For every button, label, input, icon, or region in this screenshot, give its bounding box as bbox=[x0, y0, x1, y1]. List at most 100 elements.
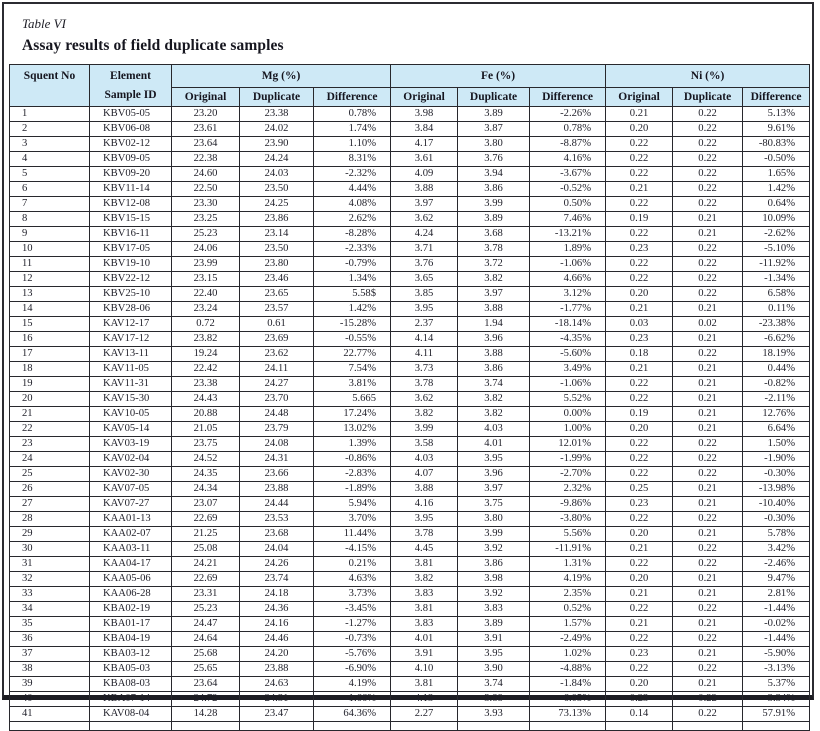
fe-duplicate-cell: 3.88 bbox=[457, 346, 531, 362]
mg-original-cell: 25.08 bbox=[171, 541, 240, 557]
fe-duplicate-cell: 4.01 bbox=[457, 436, 531, 452]
table-row: 34 KBA02-19 25.23 24.36 -3.45% 3.81 3.83 0.52% 0… bbox=[9, 601, 811, 617]
table-row: 14 KBV28-06 23.24 23.57 1.42% 3.95 3.88 -1.77% 0… bbox=[9, 301, 811, 317]
fe-original-cell: 4.10 bbox=[390, 661, 459, 677]
fe-difference-cell: 7.46% bbox=[529, 211, 607, 227]
ni-original-cell: 0.22 bbox=[605, 391, 674, 407]
mg-difference-cell: -1.66% bbox=[312, 691, 392, 707]
mg-original-cell: 23.24 bbox=[171, 301, 240, 317]
mg-difference-cell: 11.44% bbox=[312, 526, 392, 542]
sample-id-cell: KAA06-28 bbox=[89, 586, 172, 602]
table-title: Assay results of field duplicate samples bbox=[22, 37, 284, 54]
squent-no-cell: 2 bbox=[9, 121, 90, 137]
ni-duplicate-cell: 0.21 bbox=[672, 421, 744, 437]
mg-original-cell: 23.30 bbox=[171, 196, 240, 212]
mg-duplicate-cell: 0.61 bbox=[239, 316, 314, 332]
fe-duplicate-cell: 3.99 bbox=[457, 526, 531, 542]
table-row: 9 KBV16-11 25.23 23.14 -8.28% 4.24 3.68 -13.21%… bbox=[9, 226, 811, 242]
mg-difference-cell: 64.36% bbox=[312, 706, 392, 722]
ni-duplicate-cell: 0.22 bbox=[672, 691, 744, 707]
ni-duplicate-cell: 0.22 bbox=[672, 151, 744, 167]
mg-duplicate-cell: 23.38 bbox=[239, 106, 314, 122]
table-row: 21 KAV10-05 20.88 24.48 17.24% 3.82 3.82 0.00% 0… bbox=[9, 406, 811, 422]
fe-difference-cell: 1.57% bbox=[529, 616, 607, 632]
fe-duplicate-cell: 3.96 bbox=[457, 331, 531, 347]
ni-duplicate-cell: 0.22 bbox=[672, 556, 744, 572]
header-mg-original: Original bbox=[171, 87, 240, 107]
fe-original-cell: 3.71 bbox=[390, 241, 459, 257]
fe-difference-cell: 73.13% bbox=[529, 706, 607, 722]
ni-original-cell: 0.22 bbox=[605, 271, 674, 287]
empty-cell bbox=[605, 721, 674, 731]
mg-duplicate-cell: 24.27 bbox=[239, 376, 314, 392]
mg-difference-cell: 22.77% bbox=[312, 346, 392, 362]
fe-duplicate-cell: 3.78 bbox=[457, 241, 531, 257]
squent-no-cell: 9 bbox=[9, 226, 90, 242]
mg-original-cell: 25.23 bbox=[171, 226, 240, 242]
mg-original-cell: 24.43 bbox=[171, 391, 240, 407]
fe-original-cell: 3.83 bbox=[390, 586, 459, 602]
fe-difference-cell: -9.86% bbox=[529, 496, 607, 512]
fe-duplicate-cell: 3.72 bbox=[457, 256, 531, 272]
fe-duplicate-cell: 3.92 bbox=[457, 586, 531, 602]
ni-difference-cell: 1.42% bbox=[742, 181, 811, 197]
sample-id-cell: KBV16-11 bbox=[89, 226, 172, 242]
squent-no-cell: 20 bbox=[9, 391, 90, 407]
fe-duplicate-cell: 3.93 bbox=[457, 706, 531, 722]
table-row: 40 KBA07-14 24.72 24.31 -1.66% 4.13 3.88 -6.05%… bbox=[9, 691, 811, 707]
squent-no-cell: 11 bbox=[9, 256, 90, 272]
ni-duplicate-cell: 0.22 bbox=[672, 706, 744, 722]
ni-difference-cell: 5.13% bbox=[742, 106, 811, 122]
mg-duplicate-cell: 24.26 bbox=[239, 556, 314, 572]
ni-original-cell: 0.21 bbox=[605, 301, 674, 317]
ni-difference-cell: -13.98% bbox=[742, 481, 811, 497]
mg-duplicate-cell: 24.18 bbox=[239, 586, 314, 602]
empty-cell bbox=[89, 721, 172, 731]
fe-original-cell: 4.13 bbox=[390, 691, 459, 707]
ni-duplicate-cell: 0.02 bbox=[672, 316, 744, 332]
mg-difference-cell: -2.83% bbox=[312, 466, 392, 482]
fe-difference-cell: 0.78% bbox=[529, 121, 607, 137]
ni-difference-cell: 10.09% bbox=[742, 211, 811, 227]
mg-original-cell: 24.47 bbox=[171, 616, 240, 632]
fe-original-cell: 3.99 bbox=[390, 421, 459, 437]
ni-difference-cell: -23.38% bbox=[742, 316, 811, 332]
ni-original-cell: 0.22 bbox=[605, 466, 674, 482]
ni-duplicate-cell: 0.22 bbox=[672, 181, 744, 197]
fe-duplicate-cell: 3.82 bbox=[457, 271, 531, 287]
fe-duplicate-cell: 3.86 bbox=[457, 181, 531, 197]
sample-id-cell: KAA02-07 bbox=[89, 526, 172, 542]
ni-difference-cell: -3.34% bbox=[742, 691, 811, 707]
ni-original-cell: 0.21 bbox=[605, 181, 674, 197]
sample-id-cell: KBA04-19 bbox=[89, 631, 172, 647]
mg-original-cell: 24.35 bbox=[171, 466, 240, 482]
fe-duplicate-cell: 3.90 bbox=[457, 661, 531, 677]
fe-original-cell: 3.95 bbox=[390, 511, 459, 527]
mg-duplicate-cell: 24.46 bbox=[239, 631, 314, 647]
sample-id-cell: KBV22-12 bbox=[89, 271, 172, 287]
sample-id-cell: KAV12-17 bbox=[89, 316, 172, 332]
fe-difference-cell: 3.49% bbox=[529, 361, 607, 377]
header-group-ni: Ni (%) bbox=[605, 64, 811, 88]
ni-duplicate-cell: 0.21 bbox=[672, 376, 744, 392]
ni-original-cell: 0.20 bbox=[605, 676, 674, 692]
ni-original-cell: 0.22 bbox=[605, 151, 674, 167]
header-element-sample-id: Element Sample ID bbox=[89, 64, 172, 107]
mg-difference-cell: -6.90% bbox=[312, 661, 392, 677]
header-group-fe: Fe (%) bbox=[390, 64, 607, 88]
ni-original-cell: 0.21 bbox=[605, 106, 674, 122]
fe-original-cell: 3.78 bbox=[390, 526, 459, 542]
fe-difference-cell: 1.02% bbox=[529, 646, 607, 662]
ni-original-cell: 0.23 bbox=[605, 646, 674, 662]
ni-difference-cell: 2.81% bbox=[742, 586, 811, 602]
mg-original-cell: 23.61 bbox=[171, 121, 240, 137]
table-row: 10 KBV17-05 24.06 23.50 -2.33% 3.71 3.78 1.89% 0… bbox=[9, 241, 811, 257]
mg-difference-cell: 1.42% bbox=[312, 301, 392, 317]
ni-original-cell: 0.22 bbox=[605, 226, 674, 242]
fe-original-cell: 3.82 bbox=[390, 571, 459, 587]
ni-duplicate-cell: 0.21 bbox=[672, 211, 744, 227]
table-row: 25 KAV02-30 24.35 23.66 -2.83% 4.07 3.96 -2.70%… bbox=[9, 466, 811, 482]
sample-id-cell: KAA05-06 bbox=[89, 571, 172, 587]
squent-no-cell: 12 bbox=[9, 271, 90, 287]
